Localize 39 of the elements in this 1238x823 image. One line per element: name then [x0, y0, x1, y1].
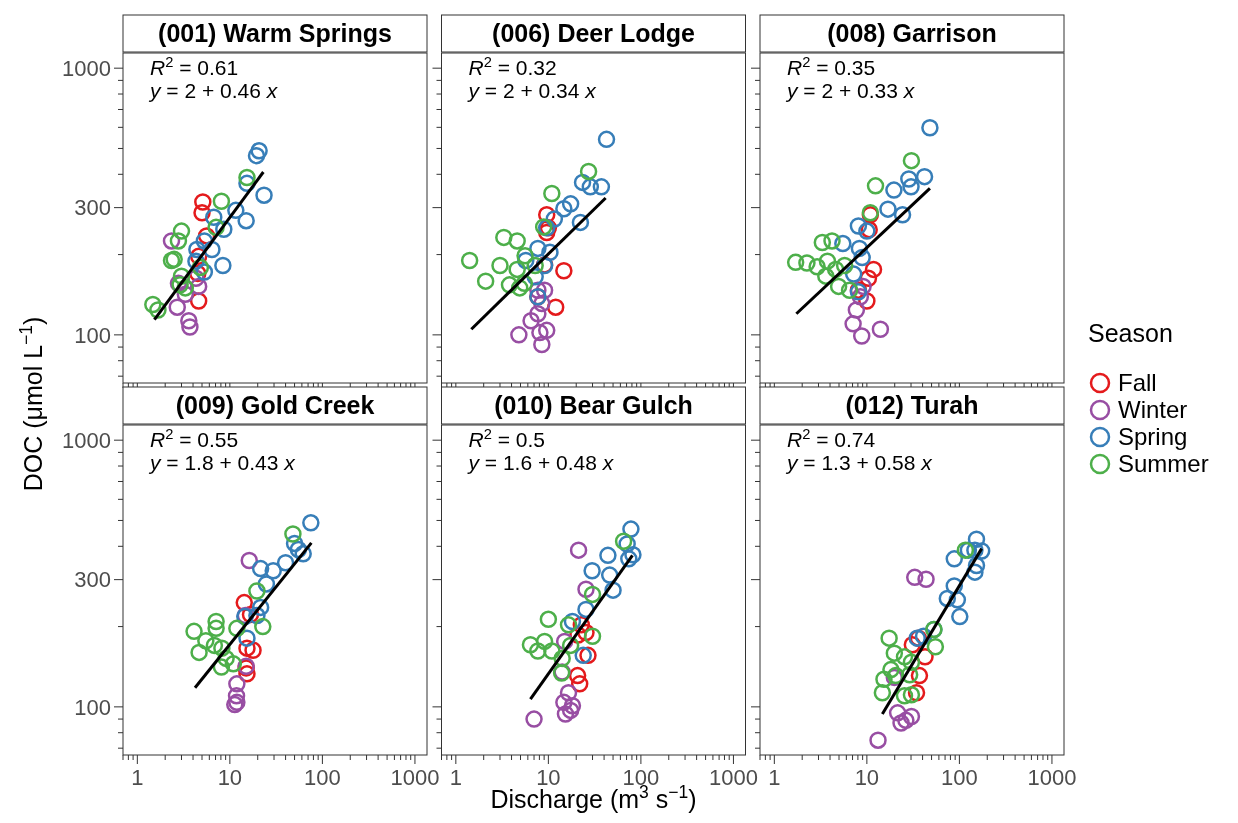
- legend-label: Winter: [1118, 396, 1188, 424]
- y-tick-label: 100: [74, 694, 111, 720]
- annotation: R$^{2}$ = 0.32: [468, 54, 557, 79]
- chart-title: (009) Gold Creek: [175, 391, 375, 419]
- x-tick-label: 1000: [708, 765, 758, 790]
- y-tick-label: 1000: [62, 427, 111, 453]
- legend-label: Fall: [1118, 369, 1157, 397]
- x-tick-label: 1: [768, 765, 781, 790]
- annotation: R$^{2}$ = 0.5: [468, 426, 545, 451]
- chart-title: (008) Garrison: [827, 19, 997, 47]
- chart-title: (012) Turah: [845, 391, 979, 419]
- annotation: R$^{2}$ = 0.61: [150, 54, 239, 79]
- annotation: R$^{2}$ = 0.74: [787, 426, 876, 451]
- x-tick-label: 10: [217, 765, 243, 790]
- annotation: y = 1.3 + 0.58 x: [785, 451, 934, 474]
- annotation: y = 1.6 + 0.48 x: [466, 451, 615, 474]
- legend-label: Spring: [1118, 423, 1188, 451]
- x-tick-label: 10: [854, 765, 880, 790]
- annotation: y = 2 + 0.46 x: [148, 79, 279, 102]
- chart-title: (006) Deer Lodge: [492, 19, 696, 47]
- chart-title: (010) Bear Gulch: [494, 391, 693, 419]
- x-tick-label: 1: [131, 765, 144, 790]
- chart-title: (001) Warm Springs: [158, 19, 392, 47]
- legend-label: Summer: [1118, 450, 1209, 478]
- x-tick-label: 100: [941, 765, 978, 790]
- annotation: y = 2 + 0.33 x: [785, 79, 916, 102]
- x-tick-label: 1000: [1027, 765, 1077, 790]
- annotation: R$^{2}$ = 0.55: [150, 426, 239, 451]
- annotation: R$^{2}$ = 0.35: [787, 54, 876, 79]
- y-tick-label: 300: [74, 195, 111, 221]
- annotation: y = 1.8 + 0.43 x: [148, 451, 297, 474]
- y-tick-label: 1000: [62, 55, 111, 81]
- x-tick-label: 1: [449, 765, 462, 790]
- x-tick-label: 1000: [390, 765, 440, 790]
- y-tick-label: 300: [74, 567, 111, 593]
- x-tick-label: 100: [304, 765, 341, 790]
- y-tick-label: 100: [74, 322, 111, 348]
- legend-title: Season: [1088, 319, 1173, 347]
- annotation: y = 2 + 0.34 x: [466, 79, 598, 102]
